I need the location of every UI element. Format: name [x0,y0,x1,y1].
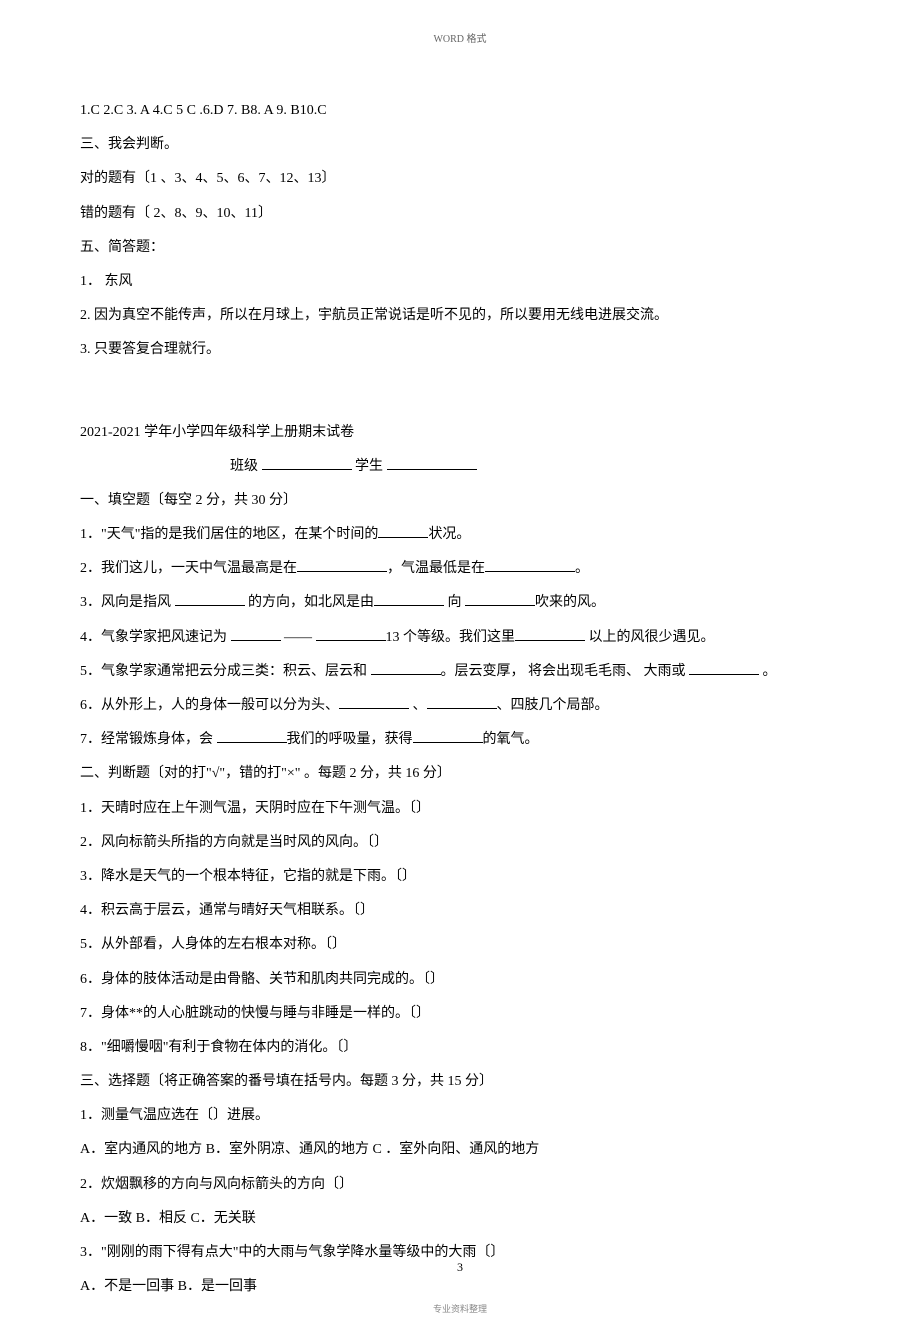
q1-2-mid: ，气温最低是在 [387,561,485,576]
q1-7-post: 的氧气。 [483,732,539,747]
q2-3: 3．降水是天气的一个根本特征，它指的就是下雨。〔〕 [80,861,840,893]
q1-5: 5．气象学家通常把云分成三类：积云、层云和 。层云变厚， 将会出现毛毛雨、 大雨… [80,656,840,688]
q1-3-pre: 3．风向是指风 [80,595,175,610]
q1-4-pre: 4．气象学家把风速记为 [80,630,231,645]
mc-answers-line: 1.C 2.C 3. A 4.C 5 C .6.D 7. B8. A 9. B1… [80,95,840,127]
blank [297,558,387,572]
q1-2-pre: 2．我们这儿，一天中气温最高是在 [80,561,297,576]
blank [485,558,575,572]
blank [515,627,585,641]
q2-4: 4．积云高于层云，通常与晴好天气相联系。〔〕 [80,895,840,927]
blank [374,592,444,606]
class-label: 班级 [230,459,258,474]
section2-judge-title: 二、判断题〔对的打"√"，错的打"×" 。每题 2 分，共 16 分〕 [80,758,840,790]
q1-3-mid2: 向 [444,595,465,610]
q1-7-pre: 7．经常锻炼身体，会 [80,732,217,747]
blank [427,695,497,709]
section5-title: 五、简答题： [80,232,840,264]
section1-fill-title: 一、填空题〔每空 2 分，共 30 分〕 [80,485,840,517]
blank [175,592,245,606]
q1-3-post: 吹来的风。 [535,595,605,610]
student-label: 学生 [355,459,383,474]
q1-1-pre: 1．"天气"指的是我们居住的地区，在某个时间的 [80,527,378,542]
q2-1: 1．天晴时应在上午测气温，天阴时应在下午测气温。〔〕 [80,793,840,825]
q1-7: 7．经常锻炼身体，会 我们的呼吸量，获得 的氧气。 [80,724,840,756]
page-number: 3 [0,1260,920,1275]
q1-7-mid: 我们的呼吸量，获得 [287,732,413,747]
q3-2-opts: A．一致 B．相反 C．无关联 [80,1203,840,1235]
q3-3-opts: A．不是一回事 B．是一回事 [80,1271,840,1303]
q1-2-post: 。 [575,561,589,576]
blank [465,592,535,606]
page-container: WORD 格式 1.C 2.C 3. A 4.C 5 C .6.D 7. B8.… [0,0,920,1335]
blank [231,627,281,641]
student-blank [387,456,477,470]
section3-choice-title: 三、选择题〔将正确答案的番号填在括号内。每题 3 分，共 15 分〕 [80,1066,840,1098]
q1-6-post: 、四肢几个局部。 [497,698,609,713]
q1-6-pre: 6．从外形上，人的身体一般可以分为头、 [80,698,339,713]
blank [371,661,441,675]
q1-5-mid: 。层云变厚， 将会出现毛毛雨、 大雨或 [441,664,690,679]
q2-7: 7．身体**的人心脏跳动的快慢与睡与非睡是一样的。〔〕 [80,998,840,1030]
blank [316,627,386,641]
q1-5-pre: 5．气象学家通常把云分成三类：积云、层云和 [80,664,371,679]
q1-6: 6．从外形上，人的身体一般可以分为头、 、 、四肢几个局部。 [80,690,840,722]
q2-2: 2．风向标箭头所指的方向就是当时风的风向。〔〕 [80,827,840,859]
q1-4-post: 以上的风很少遇见。 [585,630,715,645]
q1-3: 3．风向是指风 的方向，如北风是由 向 吹来的风。 [80,587,840,619]
q2-8: 8．"细嚼慢咽"有利于食物在体内的消化。〔〕 [80,1032,840,1064]
q2-6: 6．身体的肢体活动是由骨骼、关节和肌肉共同完成的。〔〕 [80,964,840,996]
footer-text: 专业资料整理 [0,1302,920,1315]
answer2-line: 2. 因为真空不能传声，所以在月球上，宇航员正常说话是听不见的，所以要用无线电进… [80,300,840,332]
answer1-line: 1． 东风 [80,266,840,298]
q3-1-opts: A．室内通风的地方 B．室外阴凉、通风的地方 C ．室外向阳、通风的地方 [80,1134,840,1166]
class-student-line: 班级 学生 [80,451,840,483]
q1-6-mid: 、 [409,698,427,713]
blank [339,695,409,709]
blank [689,661,759,675]
q3-1: 1．测量气温应选在〔〕进展。 [80,1100,840,1132]
correct-items-line: 对的题有〔1 、3、4、5、6、7、12、13〕 [80,163,840,195]
answer3-line: 3. 只要答复合理就行。 [80,334,840,366]
q1-4-mid2: 13 个等级。我们这里 [386,630,516,645]
q1-3-mid1: 的方向，如北风是由 [245,595,375,610]
q3-2: 2．炊烟飘移的方向与风向标箭头的方向〔〕 [80,1169,840,1201]
blank [378,524,428,538]
q1-4: 4．气象学家把风速记为 —— 13 个等级。我们这里 以上的风很少遇见。 [80,622,840,654]
section3-title: 三、我会判断。 [80,129,840,161]
q1-4-mid1: —— [281,630,316,645]
wrong-items-line: 错的题有〔 2、8、9、10、11〕 [80,198,840,230]
q1-1: 1．"天气"指的是我们居住的地区，在某个时间的 状况。 [80,519,840,551]
class-blank [262,456,352,470]
blank [217,729,287,743]
header-label: WORD 格式 [80,30,840,45]
q1-1-post: 状况。 [428,527,470,542]
q1-5-post: 。 [759,664,777,679]
q2-5: 5．从外部看，人身体的左右根本对称。〔〕 [80,929,840,961]
exam-title: 2021-2021 学年小学四年级科学上册期末试卷 [80,417,840,449]
blank [413,729,483,743]
q1-2: 2．我们这儿，一天中气温最高是在 ，气温最低是在 。 [80,553,840,585]
